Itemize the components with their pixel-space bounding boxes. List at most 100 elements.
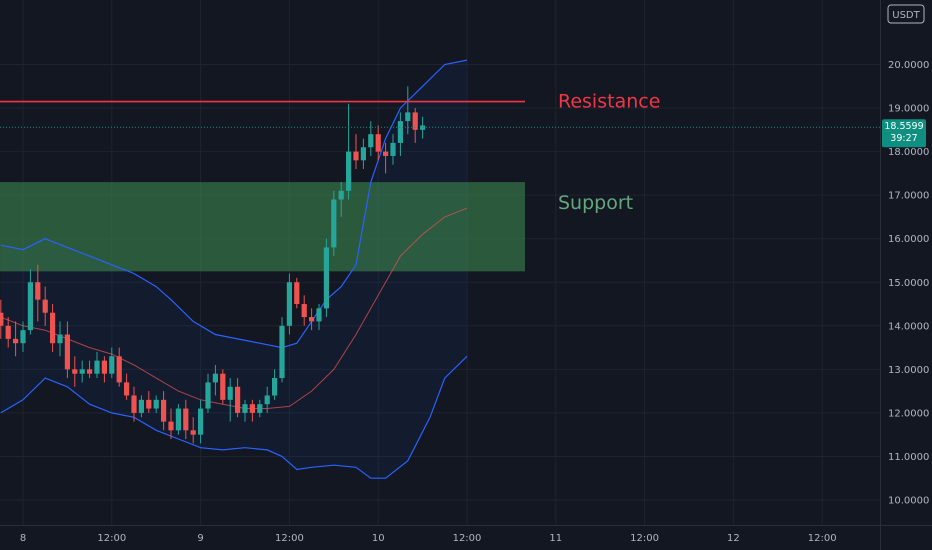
candlesticks — [0, 86, 426, 444]
last-price-badge: 18.5599 39:27 — [882, 119, 926, 148]
candle-body — [161, 399, 167, 422]
price-tick-label: 10.0000 — [888, 496, 929, 507]
bollinger-basis-line — [0, 207, 468, 409]
candle — [72, 356, 78, 387]
price-tick-label: 15.0000 — [888, 278, 929, 289]
bollinger-lower-line — [0, 355, 468, 479]
candle — [175, 404, 181, 435]
candle-body — [309, 317, 315, 322]
candle-body — [198, 408, 204, 435]
candle-body — [257, 404, 263, 413]
candle-body — [383, 151, 389, 156]
time-tick-label: 11 — [549, 533, 562, 544]
price-axis[interactable]: 10.0000 11.0000 12.0000 13.0000 14.0000 15.00… — [888, 60, 929, 507]
resistance-label: Resistance — [558, 91, 660, 113]
time-tick-label: 12:00 — [275, 533, 304, 544]
candle-body — [301, 304, 307, 318]
candle-body — [242, 404, 248, 413]
candle-body — [316, 308, 322, 322]
candle-countdown: 39:27 — [890, 133, 917, 144]
candle-body — [146, 399, 152, 409]
candle-body — [5, 325, 11, 339]
candle — [405, 86, 411, 135]
candle — [301, 295, 307, 326]
candle-body — [153, 399, 159, 409]
candle-body — [346, 151, 352, 191]
price-tick-label: 18.0000 — [888, 147, 929, 158]
candle — [279, 317, 285, 383]
candle — [101, 356, 107, 383]
candle-body — [323, 247, 329, 309]
price-lines — [0, 100, 880, 128]
candle — [360, 138, 366, 170]
candle — [257, 399, 263, 418]
time-tick-label: 12:00 — [97, 533, 126, 544]
candle — [5, 317, 11, 348]
candle-body — [57, 334, 63, 344]
candle-body — [175, 408, 181, 431]
candle-body — [390, 142, 396, 156]
candle-body — [353, 151, 359, 161]
candle — [316, 304, 322, 331]
candle — [412, 108, 418, 143]
candle-body — [131, 395, 137, 413]
candle — [183, 399, 189, 440]
currency-label: USDT — [892, 10, 920, 21]
last-price-value: 18.5599 — [884, 121, 923, 132]
candle-body — [212, 373, 218, 383]
time-tick-label: 9 — [197, 533, 203, 544]
candle — [235, 378, 241, 418]
candle — [212, 364, 218, 396]
candle — [242, 399, 248, 422]
candle-body — [20, 330, 26, 344]
candle — [153, 395, 159, 413]
candle-body — [220, 373, 226, 400]
candle-body — [331, 199, 337, 248]
candle-body — [294, 282, 300, 305]
candle — [161, 391, 167, 431]
candle-body — [227, 386, 233, 400]
candle-body — [205, 382, 211, 409]
candle-body — [35, 282, 41, 300]
candle-body — [87, 369, 93, 374]
time-tick-label: 8 — [20, 533, 26, 544]
candle-body — [124, 382, 130, 396]
support-zone-rect — [0, 182, 525, 272]
candle — [368, 121, 374, 156]
currency-badge[interactable]: USDT — [887, 4, 925, 24]
bollinger-bands — [0, 59, 468, 479]
candle — [87, 360, 93, 379]
time-tick-label: 12:00 — [453, 533, 482, 544]
candle — [220, 369, 226, 405]
annotations: Resistance Support — [558, 91, 660, 214]
candle-body — [94, 360, 100, 374]
candle — [146, 391, 152, 413]
candle-body — [397, 121, 403, 143]
candle-body — [375, 134, 381, 152]
candle-body — [138, 399, 144, 413]
time-axis[interactable]: 8 12:00 9 12:00 10 12:00 11 12:00 12 12:00 — [20, 533, 837, 544]
candle — [50, 304, 56, 352]
candle-body — [338, 190, 344, 200]
candle-body — [109, 356, 115, 374]
candle-body — [264, 395, 270, 405]
candle — [27, 269, 33, 335]
candle-body — [64, 334, 70, 370]
candle-body — [368, 134, 374, 148]
candle-body — [27, 282, 33, 331]
candle — [227, 378, 233, 422]
price-tick-label: 11.0000 — [888, 452, 929, 463]
candle — [331, 190, 337, 257]
candle — [131, 386, 137, 422]
candle — [116, 347, 122, 387]
candle-body — [116, 356, 122, 383]
time-tick-label: 12:00 — [630, 533, 659, 544]
candle-body — [0, 312, 4, 326]
candle-body — [420, 125, 426, 130]
candle-body — [235, 386, 241, 413]
candle — [309, 308, 315, 331]
candle-body — [286, 282, 292, 326]
price-tick-label: 12.0000 — [888, 408, 929, 419]
